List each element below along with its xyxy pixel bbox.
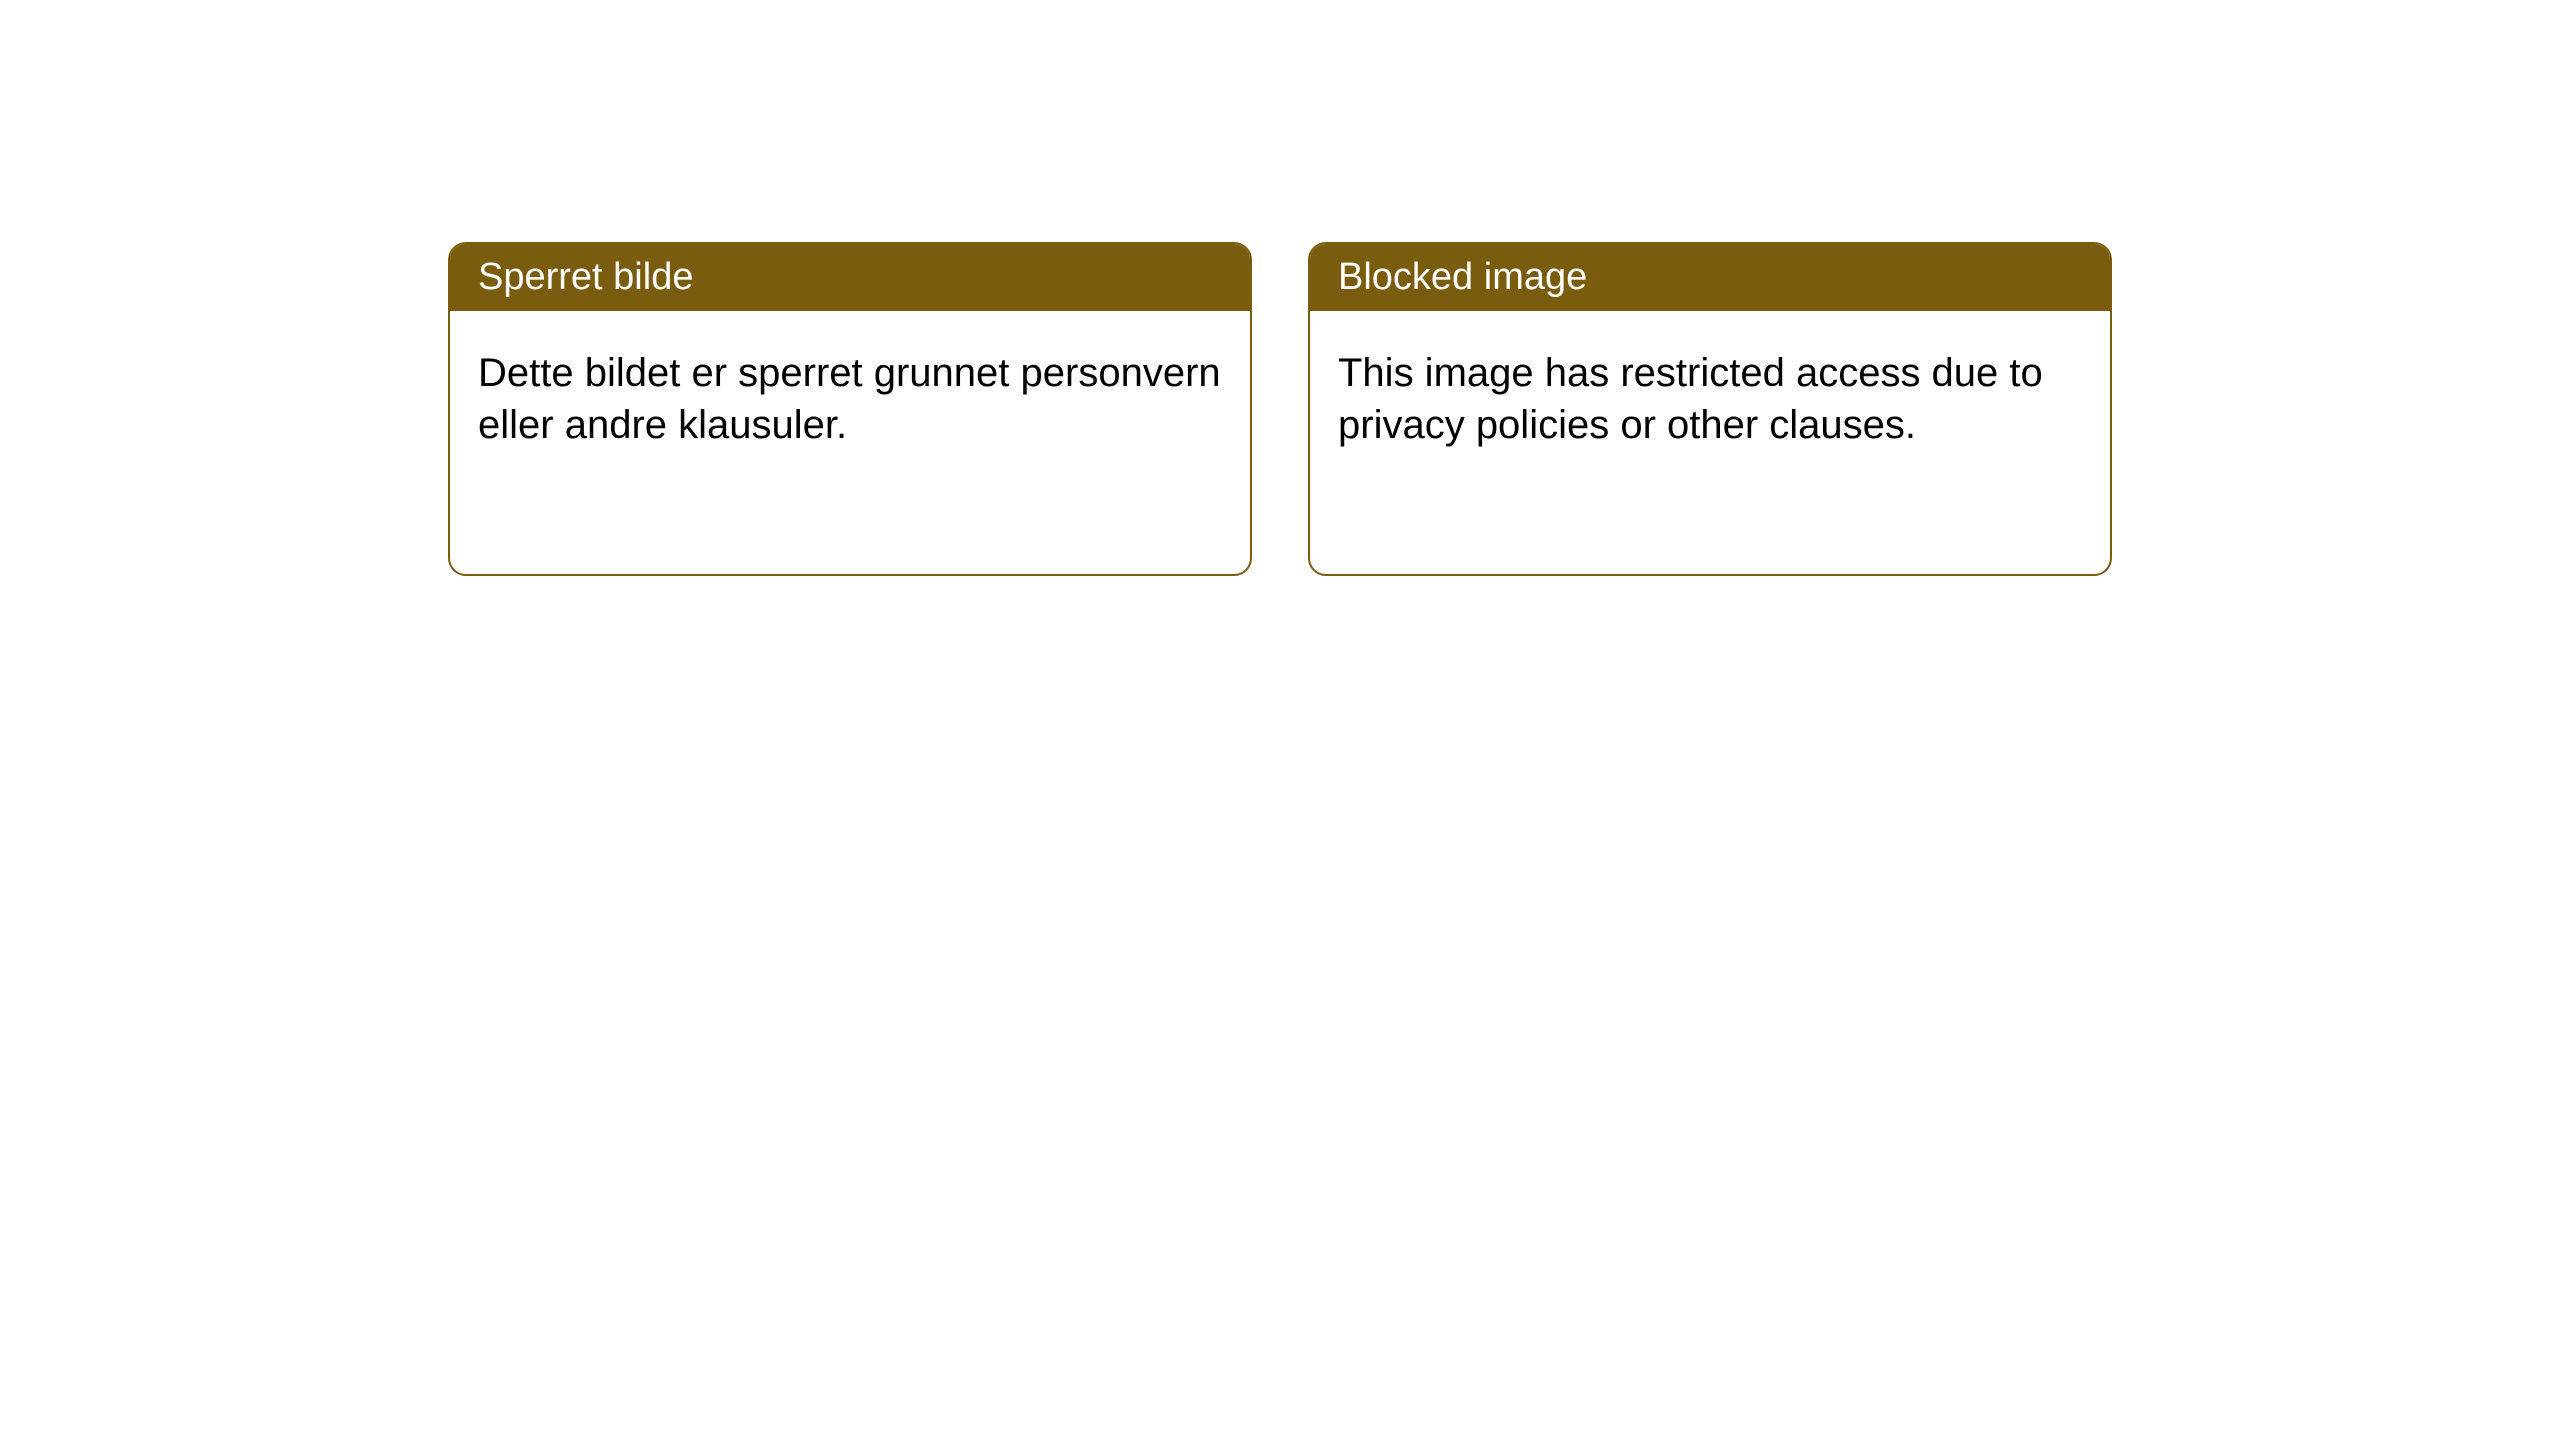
card-header-english: Blocked image	[1310, 244, 2110, 311]
card-title-norwegian: Sperret bilde	[478, 256, 693, 298]
notice-cards-container: Sperret bilde Dette bildet er sperret gr…	[448, 242, 2112, 576]
card-body-english: This image has restricted access due to …	[1310, 311, 2110, 487]
card-text-english: This image has restricted access due to …	[1338, 351, 2043, 447]
card-body-norwegian: Dette bildet er sperret grunnet personve…	[450, 311, 1250, 487]
card-title-english: Blocked image	[1338, 256, 1587, 298]
card-text-norwegian: Dette bildet er sperret grunnet personve…	[478, 351, 1221, 447]
notice-card-english: Blocked image This image has restricted …	[1308, 242, 2112, 576]
card-header-norwegian: Sperret bilde	[450, 244, 1250, 311]
notice-card-norwegian: Sperret bilde Dette bildet er sperret gr…	[448, 242, 1252, 576]
